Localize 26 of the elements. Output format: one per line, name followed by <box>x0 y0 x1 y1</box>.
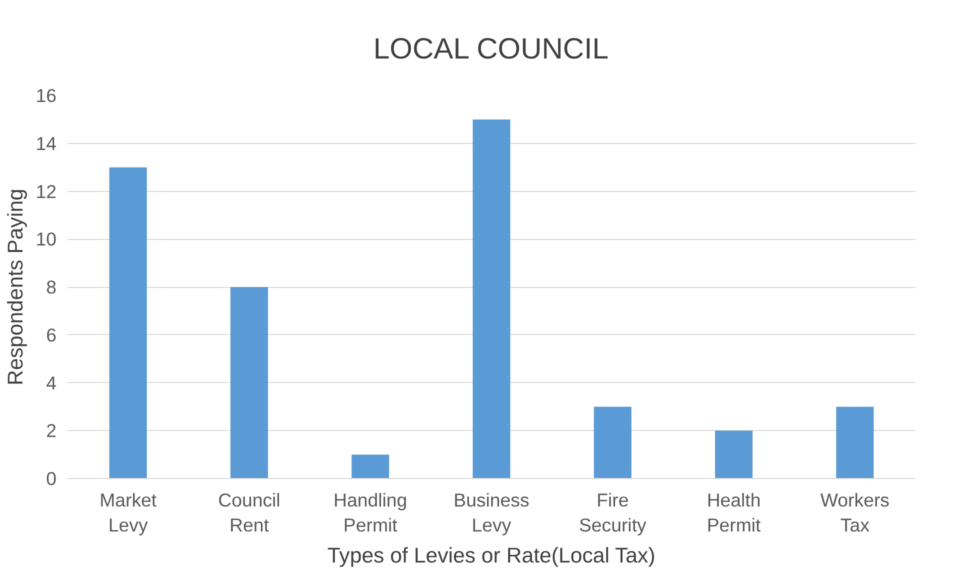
x-tick-label: Business Levy <box>454 490 530 536</box>
bar <box>594 406 632 478</box>
chart-title: LOCAL COUNCIL <box>373 32 609 66</box>
x-axis-title: Types of Levies or Rate(Local Tax) <box>327 544 656 568</box>
y-tick-label: 2 <box>46 420 57 442</box>
y-tick-label: 0 <box>46 468 57 489</box>
x-tick-label: Handling Permit <box>334 490 408 536</box>
bar <box>472 119 510 478</box>
y-tick-label: 12 <box>36 180 57 202</box>
y-tick-label: 4 <box>46 372 57 394</box>
y-tick-label: 6 <box>46 324 57 346</box>
x-tick-label: Market Levy <box>100 490 158 536</box>
bar <box>230 287 268 478</box>
x-tick-label: Fire Security <box>578 490 648 536</box>
y-tick-label: 14 <box>36 132 57 154</box>
y-tick-label: 8 <box>46 276 57 298</box>
bar <box>715 430 753 478</box>
bar <box>109 167 147 478</box>
x-tick-label: Council Rent <box>218 490 280 536</box>
bar <box>836 406 874 478</box>
y-axis-title: Respondents Paying <box>4 188 28 386</box>
x-tick-label: Workers Tax <box>820 490 890 536</box>
x-tick-label: Health Permit <box>706 490 762 536</box>
y-tick-label: 16 <box>36 85 57 106</box>
y-tick-label: 10 <box>36 228 57 250</box>
bar <box>352 454 390 478</box>
